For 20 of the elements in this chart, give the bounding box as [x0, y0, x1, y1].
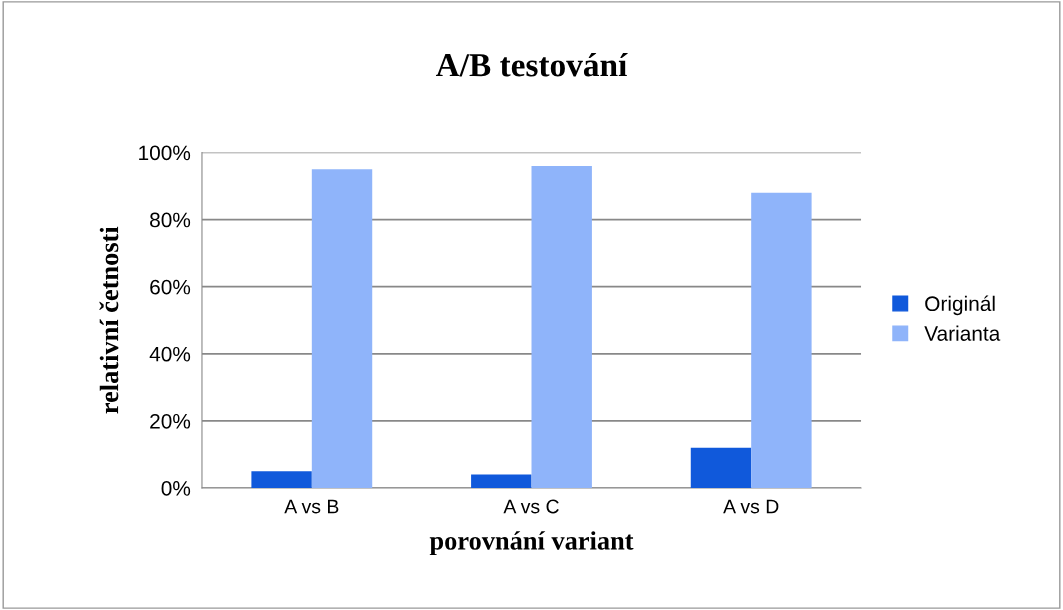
x-tick-label: A vs D: [723, 499, 779, 514]
bar: [311, 169, 373, 488]
x-axis-title: porovnání variant: [429, 531, 634, 556]
y-axis-title: relativní četnosti: [99, 226, 119, 414]
bar: [251, 471, 312, 488]
x-tick-label: A vs C: [503, 499, 559, 514]
chart-title: A/B testování: [435, 52, 628, 77]
y-tick-label: 20%: [150, 413, 191, 429]
legend-label: Varianta: [924, 325, 1001, 341]
x-tick-label: A vs B: [284, 499, 339, 514]
y-tick-label: 80%: [150, 212, 191, 228]
y-tick-label: 0%: [161, 481, 191, 496]
legend-label: Originál: [925, 295, 995, 316]
bar: [471, 474, 532, 488]
y-tick-label: 60%: [150, 279, 191, 295]
bar: [690, 447, 752, 488]
bar: [751, 192, 812, 488]
y-tick-label: 40%: [149, 346, 191, 362]
y-tick-label: 100%: [139, 145, 191, 161]
bar: [531, 165, 592, 488]
